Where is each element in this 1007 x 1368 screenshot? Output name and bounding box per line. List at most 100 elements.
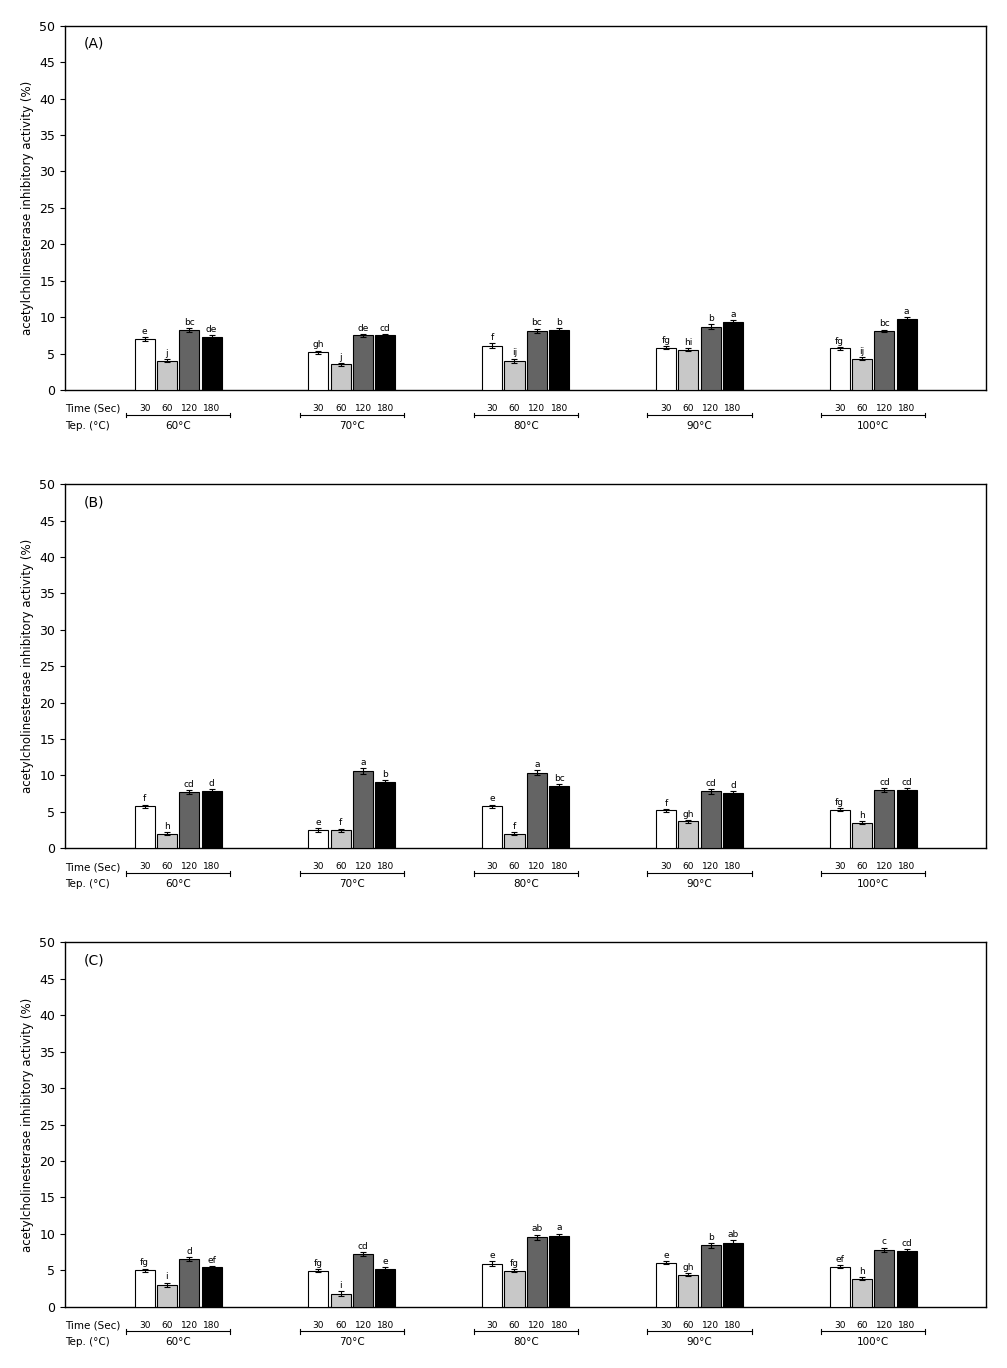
Text: 180: 180: [898, 862, 915, 871]
Text: de: de: [205, 326, 218, 334]
Text: f: f: [513, 822, 517, 830]
Bar: [701, 327, 721, 390]
Bar: [201, 1267, 222, 1306]
Text: 30: 30: [661, 1320, 672, 1330]
Bar: [852, 358, 872, 390]
Bar: [179, 1260, 199, 1306]
Y-axis label: acetylcholinesterase inhibitory activity (%): acetylcholinesterase inhibitory activity…: [21, 539, 34, 793]
Text: 120: 120: [354, 404, 372, 413]
Text: e: e: [489, 795, 494, 803]
Text: cd: cd: [705, 778, 716, 788]
Text: de: de: [357, 324, 369, 332]
Bar: [896, 791, 916, 848]
Text: 120: 120: [354, 1320, 372, 1330]
Bar: [157, 1285, 177, 1306]
Text: cd: cd: [357, 1242, 369, 1250]
Bar: [723, 323, 743, 390]
Text: gh: gh: [683, 810, 694, 818]
Y-axis label: acetylcholinesterase inhibitory activity (%): acetylcholinesterase inhibitory activity…: [21, 81, 34, 335]
Text: 30: 30: [486, 404, 497, 413]
Text: e: e: [142, 327, 147, 335]
Text: 30: 30: [312, 1320, 324, 1330]
Text: 60: 60: [683, 862, 694, 871]
Text: 30: 30: [486, 862, 497, 871]
Text: cd: cd: [380, 324, 391, 332]
Bar: [874, 1250, 894, 1306]
Bar: [179, 330, 199, 390]
Text: 60°C: 60°C: [165, 1337, 191, 1347]
Bar: [353, 772, 373, 848]
Bar: [376, 335, 396, 390]
Text: hi: hi: [684, 338, 693, 347]
Text: i: i: [339, 1280, 342, 1290]
Text: 180: 180: [898, 1320, 915, 1330]
Text: 180: 180: [551, 1320, 568, 1330]
Bar: [527, 331, 547, 390]
Text: 180: 180: [724, 1320, 741, 1330]
Text: d: d: [730, 781, 736, 791]
Bar: [201, 337, 222, 390]
Bar: [135, 339, 155, 390]
Text: 30: 30: [834, 1320, 846, 1330]
Text: b: b: [556, 317, 562, 327]
Bar: [353, 335, 373, 390]
Bar: [505, 833, 525, 848]
Bar: [505, 361, 525, 390]
Text: 60: 60: [509, 404, 521, 413]
Text: 60: 60: [683, 404, 694, 413]
Bar: [308, 830, 328, 848]
Bar: [482, 1264, 502, 1306]
Text: a: a: [904, 306, 909, 316]
Text: Time (Sec): Time (Sec): [65, 404, 121, 415]
Text: bc: bc: [532, 319, 542, 327]
Text: 30: 30: [834, 404, 846, 413]
Bar: [874, 331, 894, 390]
Bar: [896, 1252, 916, 1306]
Text: (C): (C): [84, 953, 104, 967]
Text: Tep. (°C): Tep. (°C): [65, 1337, 110, 1347]
Text: ef: ef: [835, 1254, 844, 1264]
Bar: [330, 364, 350, 390]
Text: e: e: [383, 1257, 388, 1265]
Text: fg: fg: [140, 1259, 149, 1267]
Text: gh: gh: [683, 1263, 694, 1272]
Bar: [874, 791, 894, 848]
Bar: [549, 787, 569, 848]
Text: d: d: [208, 778, 214, 788]
Bar: [678, 821, 698, 848]
Text: bc: bc: [554, 774, 565, 782]
Bar: [830, 810, 850, 848]
Text: Time (Sec): Time (Sec): [65, 862, 121, 873]
Text: 120: 120: [180, 862, 197, 871]
Text: 100°C: 100°C: [857, 1337, 889, 1347]
Text: 80°C: 80°C: [513, 1337, 539, 1347]
Text: 30: 30: [834, 862, 846, 871]
Text: 180: 180: [203, 1320, 221, 1330]
Bar: [482, 806, 502, 848]
Text: 60: 60: [161, 1320, 172, 1330]
Text: bc: bc: [184, 317, 194, 327]
Text: 180: 180: [898, 404, 915, 413]
Text: cd: cd: [901, 777, 912, 787]
Text: 100°C: 100°C: [857, 878, 889, 889]
Text: a: a: [361, 758, 366, 767]
Text: 60: 60: [509, 862, 521, 871]
Text: 120: 120: [876, 862, 893, 871]
Text: fg: fg: [835, 798, 844, 807]
Text: j: j: [339, 353, 342, 361]
Text: ab: ab: [727, 1230, 738, 1239]
Bar: [701, 792, 721, 848]
Text: Tep. (°C): Tep. (°C): [65, 420, 110, 431]
Bar: [549, 330, 569, 390]
Bar: [376, 782, 396, 848]
Bar: [505, 1271, 525, 1306]
Text: 120: 120: [529, 1320, 546, 1330]
Text: 60: 60: [335, 1320, 346, 1330]
Text: h: h: [164, 822, 170, 830]
Text: 70°C: 70°C: [339, 878, 365, 889]
Bar: [135, 806, 155, 848]
Text: 30: 30: [486, 1320, 497, 1330]
Text: 30: 30: [661, 404, 672, 413]
Text: 30: 30: [139, 404, 150, 413]
Bar: [723, 1242, 743, 1306]
